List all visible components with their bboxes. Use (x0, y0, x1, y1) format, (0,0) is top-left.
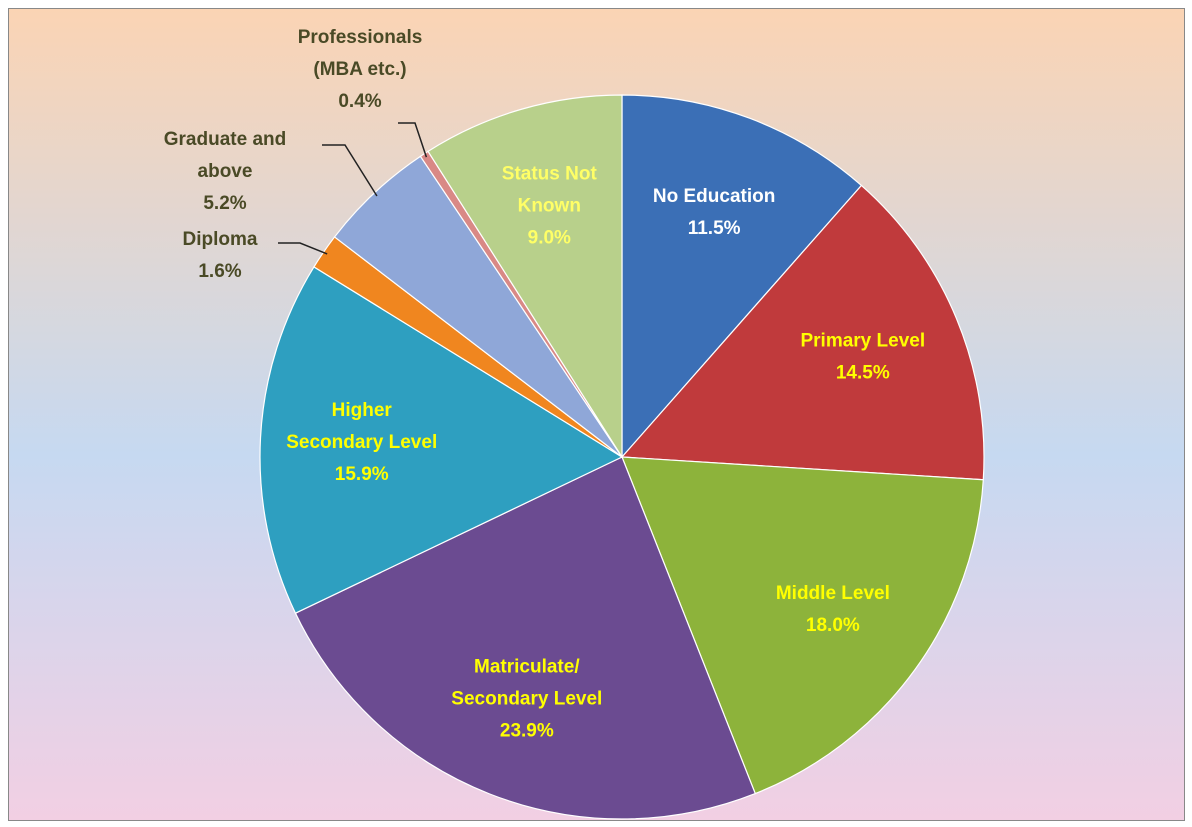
slice-label: Status Not Known (502, 164, 598, 217)
slice-value-label: 23.9% (500, 721, 554, 742)
pie-slice (259, 266, 624, 614)
pie-slice (620, 184, 985, 481)
pie-slice (621, 456, 984, 795)
leader-line (278, 242, 328, 255)
slice-label: Matriculate/Secondary Level (451, 657, 602, 710)
leader-line (322, 144, 378, 197)
slice-value-label: 18.0% (806, 615, 860, 636)
slice-label: Middle Level (776, 583, 890, 604)
slice-label: No Education (653, 186, 775, 207)
pie-slice (294, 456, 757, 820)
slice-value-label: 9.0% (528, 228, 571, 249)
slice-value-label: 14.5% (836, 362, 890, 383)
pie-slice (621, 94, 863, 459)
slice-value-label: 11.5% (688, 218, 741, 239)
slice-value-label: 1.6% (198, 261, 241, 282)
slice-value-label: 0.4% (338, 91, 381, 112)
leader-line (398, 122, 428, 158)
slice-label: Diploma (183, 229, 258, 250)
slice-label: Graduate and above (164, 129, 286, 182)
slice-value-label: 5.2% (203, 193, 246, 214)
pie (259, 94, 985, 820)
slice-label: Primary Level (800, 330, 925, 351)
slice-label: Professionals (MBA etc.) (298, 27, 423, 80)
slice-value-label: 15.9% (335, 464, 389, 485)
pie-slice (427, 94, 623, 460)
labels: No Education 11.5% Primary Level 14.5% Middl… (164, 27, 925, 742)
slice-label: Higher Secondary Level (286, 400, 437, 453)
